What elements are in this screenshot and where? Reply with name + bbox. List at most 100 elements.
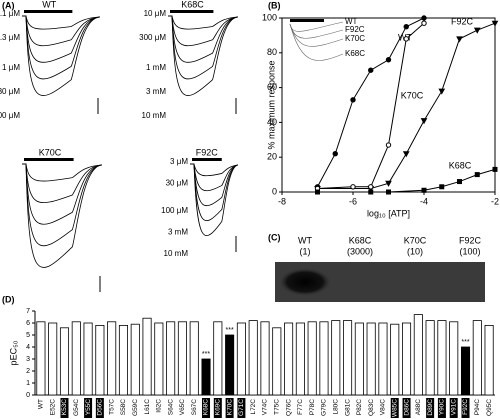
lane-label: F92C: [459, 235, 482, 245]
x-tick-label: E52C: [49, 399, 56, 416]
x-tick-group: G81C: [344, 399, 351, 416]
drug-bar: [24, 158, 74, 161]
x-tick-label: V91C: [450, 399, 457, 416]
marker: [473, 27, 481, 34]
series-line: [317, 168, 496, 193]
inset-drug-bar: [290, 19, 324, 22]
x-tick-label: Y90C: [439, 399, 446, 416]
legend-label: K68C: [345, 49, 365, 58]
trace: [22, 163, 103, 247]
marker: [403, 36, 409, 42]
bar: [71, 321, 81, 396]
x-tick-group: Y55C: [84, 398, 93, 418]
bar: [48, 322, 58, 396]
x-tick-label: G79C: [321, 399, 328, 416]
marker: [385, 142, 392, 148]
x-tick-group: F77C: [297, 399, 304, 415]
x-tick-label: P94C: [474, 399, 481, 416]
lane-ratio: (3000): [347, 246, 373, 256]
x-tick-label: K68C: [203, 399, 210, 416]
x-tick-label: G54C: [73, 399, 80, 416]
x-tick-group: W85C: [390, 398, 399, 418]
bar: [248, 320, 258, 396]
bar: [460, 346, 471, 396]
trace-title: K70C: [39, 147, 62, 157]
bar: [343, 320, 353, 396]
marker: [385, 180, 392, 187]
marker: [421, 20, 427, 26]
label-highlight: [461, 398, 470, 418]
bar: [177, 321, 187, 396]
x-tick-label: Q95C: [486, 399, 493, 416]
bar: [295, 322, 305, 396]
concentration-label: 0.3 μM: [0, 33, 20, 42]
lane-label: WT: [298, 235, 312, 245]
label-highlight: [213, 398, 222, 418]
x-tick-label: K53C: [61, 399, 68, 416]
series-line: [317, 17, 425, 188]
y-tick-label: 1: [26, 380, 30, 387]
x-tick-label: P78C: [309, 399, 316, 416]
y-tick-label: 7: [26, 308, 30, 315]
marker: [332, 151, 338, 157]
trace: [22, 163, 103, 268]
curve-label: K68C: [449, 160, 472, 170]
trace: [168, 15, 239, 30]
significance: ***: [226, 327, 234, 334]
marker: [368, 67, 374, 73]
x-tick-label: -8: [278, 196, 286, 206]
y-tick-label: 6: [26, 320, 30, 327]
panel-label: (B): [268, 0, 281, 10]
lane-ratio: (100): [459, 246, 480, 256]
x-tick-group: Y90C: [437, 398, 446, 418]
marker: [386, 189, 391, 195]
x-tick-label: P82C: [356, 399, 363, 416]
y-tick-label: 4: [26, 344, 30, 351]
x-tick-label: V65C: [179, 399, 186, 416]
trace: [168, 15, 239, 63]
x-tick-label: L61C: [144, 399, 151, 415]
drug-bar: [170, 10, 214, 13]
bar: [201, 358, 211, 396]
inset-trace: [289, 23, 344, 47]
trace: [190, 163, 239, 221]
marker: [492, 166, 498, 172]
x-tick-group: V84C: [380, 399, 387, 416]
label-highlight: [225, 398, 234, 418]
concentration-label: 30 μM: [166, 179, 189, 188]
x-tick-label: F77C: [297, 399, 304, 415]
concentration-label: 3 mM: [168, 228, 188, 237]
trace: [168, 15, 239, 96]
lane-ratio: (10): [407, 246, 423, 256]
y-tick-label: 100: [262, 12, 277, 22]
bar: [213, 321, 223, 396]
x-tick-label: Y55C: [85, 399, 92, 416]
trace: [190, 163, 239, 237]
marker: [350, 97, 356, 103]
bar: [118, 324, 128, 396]
label-highlight: [390, 398, 399, 418]
x-axis-label: log₁₀ [ATP]: [367, 208, 410, 218]
significance: ***: [202, 351, 210, 358]
y-tick-label: 60: [267, 82, 277, 92]
legend-label: WT: [345, 17, 358, 26]
x-tick-label: -4: [420, 196, 428, 206]
x-tick-group: G59C: [132, 399, 139, 416]
panel-label: (C): [268, 232, 281, 242]
lane-label: K70C: [404, 235, 427, 245]
concentration-label: 1 mM: [146, 63, 166, 72]
x-tick-group: G79C: [321, 399, 328, 416]
trace: [22, 15, 101, 63]
x-tick-group: S58C: [120, 399, 127, 416]
x-tick-label: G81C: [344, 399, 351, 416]
x-tick-group: P82C: [356, 399, 363, 416]
bar: [236, 322, 246, 396]
x-tick-label: -6: [349, 196, 357, 206]
x-tick-label: W85C: [391, 399, 398, 417]
trace-title: WT: [42, 0, 56, 9]
trace: [190, 163, 239, 177]
label-highlight: [84, 398, 93, 418]
drug-bar: [192, 158, 222, 161]
label-highlight: [402, 398, 411, 418]
bar: [142, 317, 152, 396]
